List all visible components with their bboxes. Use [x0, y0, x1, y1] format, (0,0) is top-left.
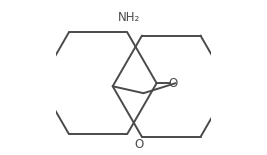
- Text: O: O: [135, 139, 144, 151]
- Text: O: O: [168, 77, 177, 90]
- Text: NH₂: NH₂: [118, 11, 140, 24]
